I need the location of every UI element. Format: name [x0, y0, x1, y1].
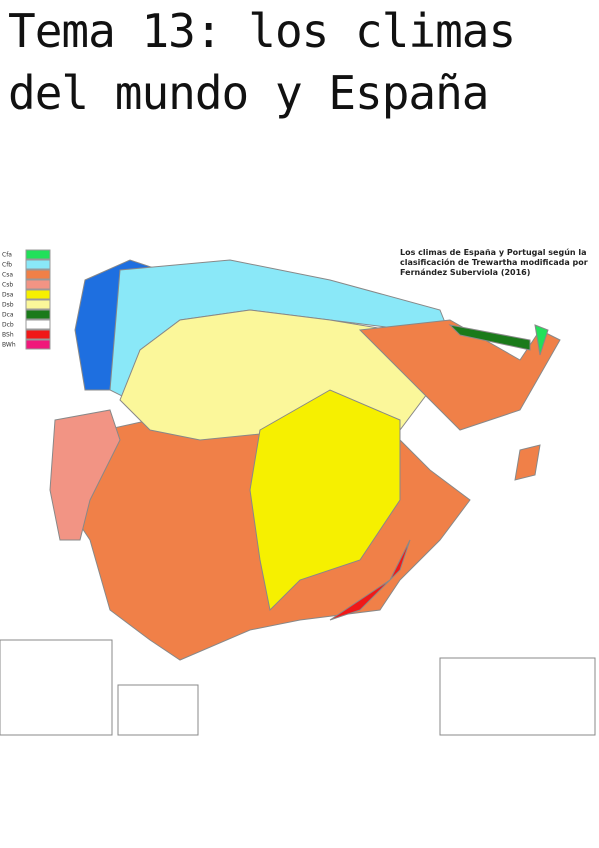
map-caption: Los climas de España y Portugal según la…	[400, 248, 588, 277]
legend-label: Csb	[2, 282, 13, 289]
legend-swatch	[25, 329, 51, 340]
inset-frame	[439, 657, 596, 736]
title-line: del mundo y España	[8, 66, 489, 120]
legend-swatch	[25, 279, 51, 290]
legend-swatch	[25, 289, 51, 300]
legend-swatch	[25, 269, 51, 280]
legend-label: BWh	[2, 342, 16, 349]
climate-map: Cfa Cfb Csa Csb Dsa Dsb Dca Dcb BSh BWh	[0, 249, 596, 736]
legend-label: Dsa	[2, 292, 14, 299]
title-line: Tema 13: los climas	[8, 4, 516, 58]
legend-label: Dcb	[2, 322, 14, 329]
legend-swatch	[25, 259, 51, 270]
legend-label: Dsb	[2, 302, 14, 309]
legend-label: BSh	[2, 332, 14, 339]
legend-swatch	[25, 339, 51, 350]
legend-label: Csa	[2, 272, 13, 279]
legend: Cfa Cfb Csa Csb Dsa Dsb Dca Dcb BSh BWh	[2, 249, 51, 350]
map-regions	[49, 259, 561, 661]
inset-frame	[0, 639, 113, 736]
legend-label: Cfb	[2, 262, 12, 269]
legend-swatch	[25, 319, 51, 330]
legend-swatch	[25, 309, 51, 320]
legend-label: Cfa	[2, 252, 12, 259]
legend-swatch	[25, 249, 51, 260]
legend-label: Dca	[2, 312, 14, 319]
inset-frame	[117, 684, 199, 736]
legend-swatch	[25, 299, 51, 310]
